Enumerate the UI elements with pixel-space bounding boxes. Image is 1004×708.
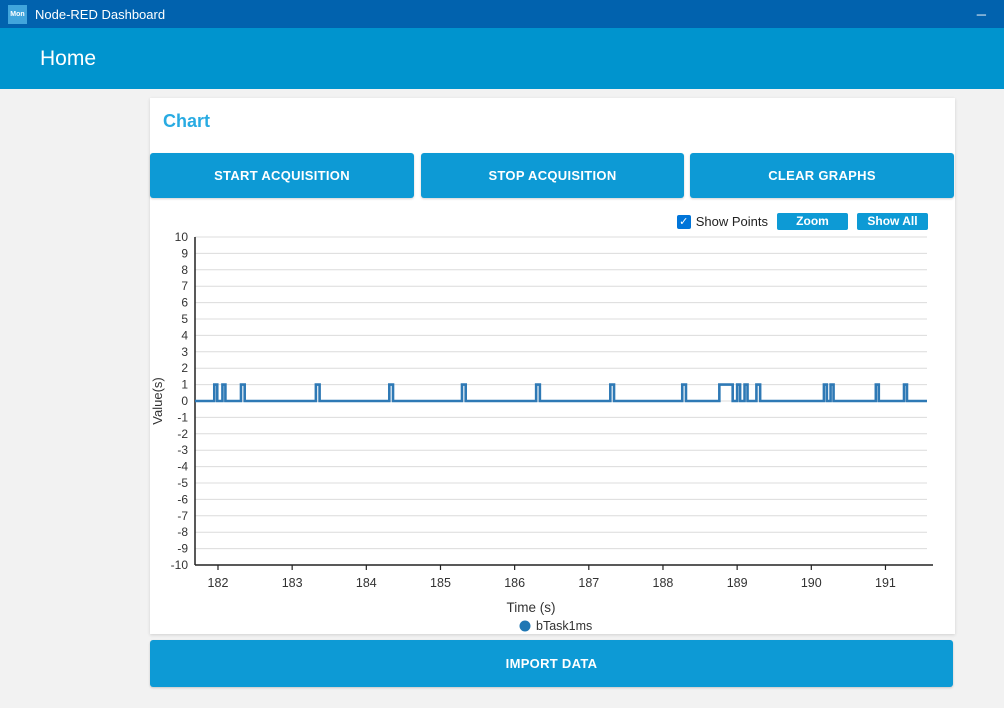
svg-text:187: 187 — [578, 576, 599, 590]
chart-card: Chart START ACQUISITION STOP ACQUISITION… — [150, 98, 955, 634]
svg-text:-9: -9 — [177, 542, 188, 556]
svg-text:-1: -1 — [177, 410, 188, 424]
page-title: Home — [40, 46, 97, 70]
svg-text:5: 5 — [181, 312, 188, 326]
show-points-label: Show Points — [695, 214, 768, 229]
svg-text:6: 6 — [181, 296, 188, 310]
show-all-button[interactable]: Show All — [857, 213, 928, 230]
svg-text:186: 186 — [504, 576, 525, 590]
show-points-checkbox[interactable]: ✓ Show Points — [676, 214, 768, 229]
start-acquisition-button[interactable]: START ACQUISITION — [150, 153, 414, 198]
dashboard-header: Home — [0, 28, 1004, 89]
svg-text:190: 190 — [801, 576, 822, 590]
svg-text:-5: -5 — [177, 476, 188, 490]
svg-text:9: 9 — [181, 246, 188, 260]
svg-text:-10: -10 — [171, 558, 189, 572]
window-title: Node-RED Dashboard — [35, 6, 166, 22]
svg-text:1: 1 — [181, 378, 188, 392]
chart-card-title: Chart — [163, 111, 211, 131]
svg-text:4: 4 — [181, 328, 188, 342]
svg-text:-8: -8 — [177, 525, 188, 539]
svg-text:185: 185 — [430, 576, 451, 590]
svg-text:189: 189 — [727, 576, 748, 590]
svg-text:3: 3 — [181, 345, 188, 359]
svg-text:bTask1ms: bTask1ms — [536, 619, 592, 633]
clear-graphs-button[interactable]: CLEAR GRAPHS — [690, 153, 954, 198]
app-icon: Mon — [8, 4, 27, 24]
svg-text:182: 182 — [208, 576, 229, 590]
check-icon: ✓ — [676, 214, 691, 229]
svg-text:-4: -4 — [177, 460, 188, 474]
svg-text:10: 10 — [175, 230, 189, 244]
svg-text:7: 7 — [181, 279, 188, 293]
stop-acquisition-button[interactable]: STOP ACQUISITION — [421, 153, 684, 198]
svg-text:188: 188 — [653, 576, 674, 590]
window-titlebar: Mon Node-RED Dashboard ─ — [0, 0, 1004, 28]
svg-text:183: 183 — [282, 576, 303, 590]
import-data-button[interactable]: IMPORT DATA — [150, 640, 953, 687]
svg-text:191: 191 — [875, 576, 896, 590]
svg-text:8: 8 — [181, 263, 188, 277]
svg-text:2: 2 — [181, 361, 188, 375]
svg-text:184: 184 — [356, 576, 377, 590]
minimize-button[interactable]: ─ — [976, 6, 986, 22]
svg-text:-6: -6 — [177, 492, 188, 506]
svg-text:0: 0 — [181, 394, 188, 408]
svg-text:-2: -2 — [177, 427, 188, 441]
zoom-button[interactable]: Zoom — [777, 213, 848, 230]
svg-text:-7: -7 — [177, 509, 188, 523]
chart-controls: ✓ Show Points Zoom Show All — [676, 213, 928, 230]
svg-text:Value(s): Value(s) — [150, 377, 165, 424]
svg-text:Time (s): Time (s) — [507, 600, 556, 615]
svg-text:-3: -3 — [177, 443, 188, 457]
